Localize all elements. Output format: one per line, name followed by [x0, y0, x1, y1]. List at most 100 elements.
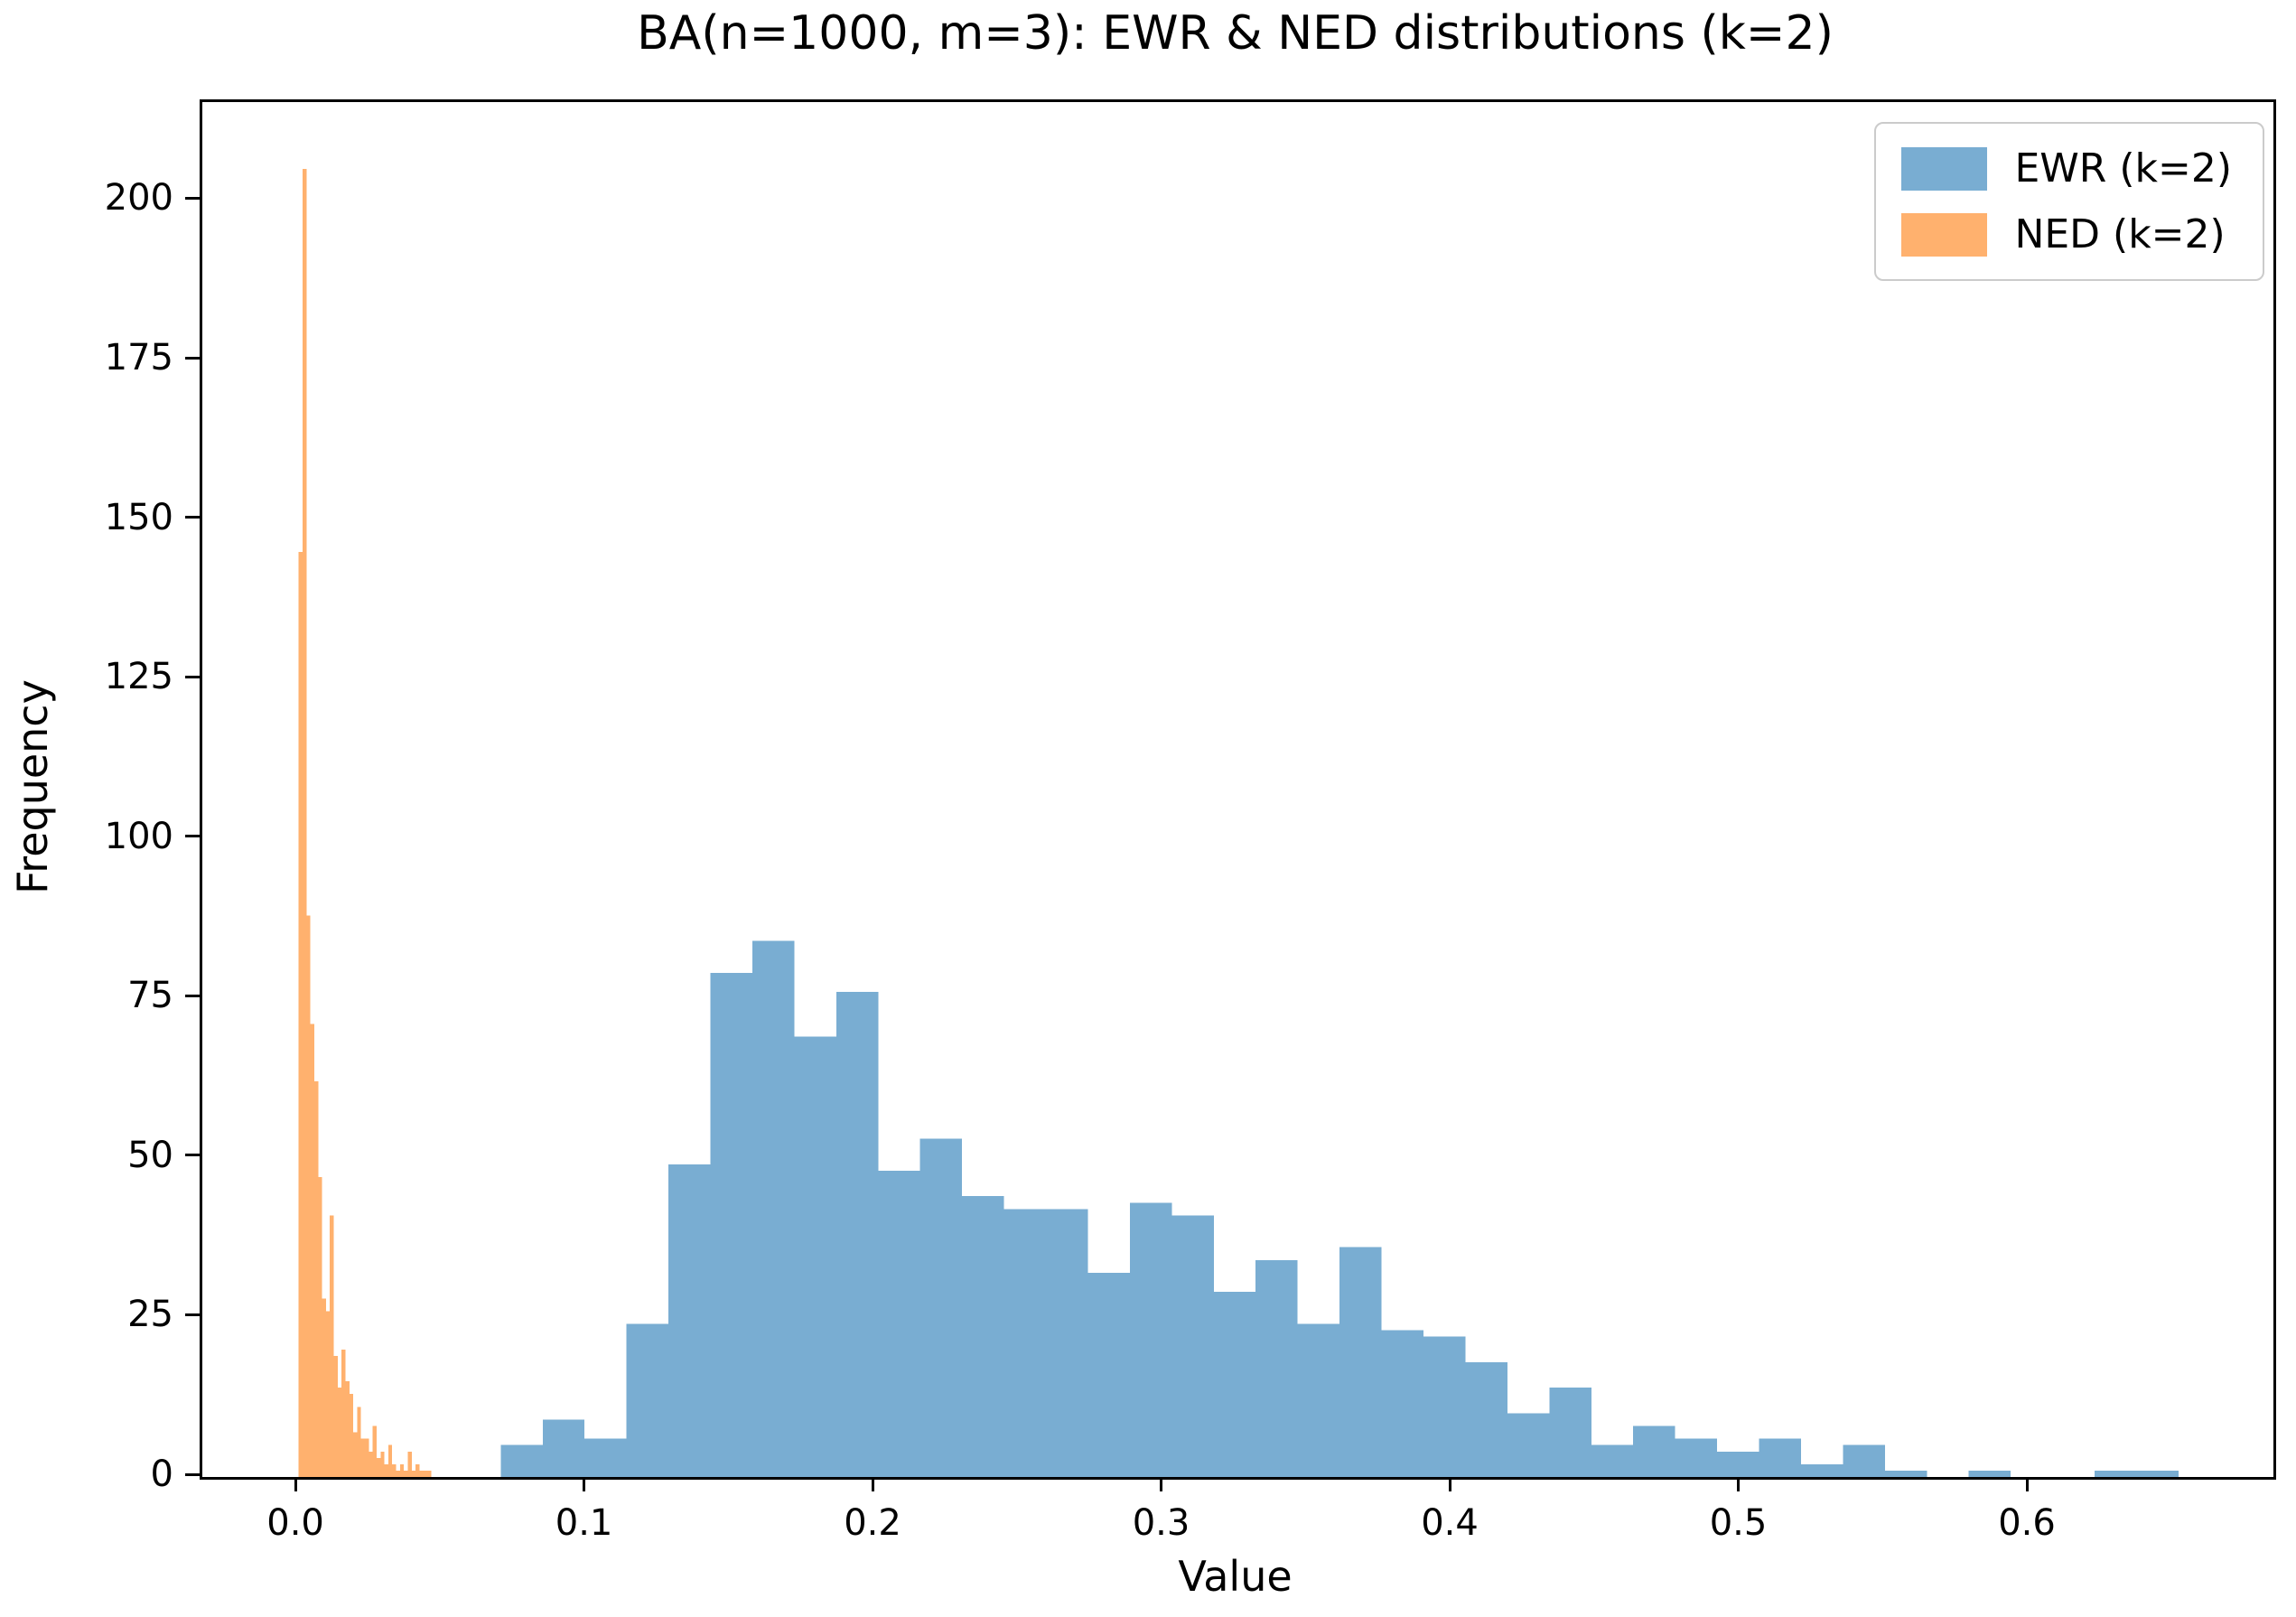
y-tick-label: 50 [127, 1134, 173, 1176]
histogram-bar [1759, 1438, 1801, 1477]
y-tick-label: 75 [127, 975, 173, 1017]
histogram-bar [1465, 1361, 1507, 1477]
histogram-bar [1423, 1336, 1466, 1477]
histogram-bar [751, 940, 795, 1477]
histogram-bar [325, 1311, 331, 1477]
histogram-bar [353, 1432, 358, 1477]
histogram-bar [835, 992, 879, 1477]
histogram-bar [415, 1463, 420, 1477]
histogram-bar [407, 1451, 412, 1477]
ned-color-swatch [1901, 212, 1988, 257]
x-tick-mark [1737, 1477, 1741, 1491]
histogram-bar [419, 1470, 424, 1477]
histogram-bar [365, 1438, 369, 1477]
histogram-bar [919, 1138, 963, 1477]
x-axis-label: Value [1178, 1552, 1293, 1601]
histogram-bar [710, 973, 752, 1477]
histogram-bar [1843, 1444, 1885, 1477]
histogram-bar [396, 1470, 400, 1477]
histogram-bar [1297, 1323, 1340, 1477]
histogram-bar [1381, 1330, 1423, 1477]
histogram-bar [369, 1451, 373, 1477]
histogram-bar [360, 1438, 366, 1477]
histogram-bar [380, 1451, 385, 1477]
histogram-bar [349, 1394, 354, 1477]
histogram-bar [345, 1381, 350, 1477]
x-tick-label: 0.6 [1998, 1502, 2056, 1544]
histogram-bar [1633, 1425, 1675, 1477]
histogram-bar [584, 1438, 627, 1477]
y-axis-label: Frequency [8, 679, 57, 894]
histogram-bar [1507, 1413, 1550, 1477]
histogram-bar [500, 1444, 543, 1477]
y-tick-label: 0 [150, 1453, 173, 1495]
histogram-bar [392, 1463, 397, 1477]
histogram-bar [1591, 1444, 1634, 1477]
histogram-bar [1800, 1463, 1843, 1477]
x-tick-mark [583, 1477, 586, 1491]
histogram-bar [341, 1349, 346, 1477]
y-tick-mark [185, 516, 200, 519]
histogram-bar [310, 1023, 314, 1477]
legend-label-ned: NED (k=2) [2014, 211, 2226, 257]
y-tick-label: 25 [127, 1294, 173, 1336]
histogram-bar [1675, 1438, 1718, 1477]
legend-item-ned: NED (k=2) [1901, 211, 2232, 257]
histogram-bar [1549, 1388, 1591, 1477]
histogram-bar [387, 1444, 393, 1477]
series-ned [298, 169, 432, 1477]
y-tick-mark [185, 1154, 200, 1157]
histogram-bar [306, 915, 311, 1477]
x-tick-mark [294, 1477, 297, 1491]
legend-label-ewr: EWR (k=2) [2014, 145, 2232, 192]
y-tick-label: 125 [104, 656, 173, 698]
y-tick-mark [185, 356, 200, 360]
y-tick-label: 150 [104, 496, 173, 538]
x-tick-mark [871, 1477, 874, 1491]
histogram-bar [303, 169, 307, 1477]
histogram-bar [1884, 1470, 1927, 1477]
histogram-bar [384, 1463, 388, 1477]
histogram-bar [357, 1407, 361, 1477]
histogram-bar [318, 1177, 322, 1477]
histogram-bar [411, 1470, 416, 1477]
x-tick-mark [2025, 1477, 2029, 1491]
histogram-bar [372, 1425, 377, 1477]
x-tick-label: 0.5 [1709, 1502, 1768, 1544]
histogram-bar [330, 1215, 334, 1477]
y-tick-mark [185, 835, 200, 838]
histogram-bar [2136, 1470, 2179, 1477]
x-tick-label: 0.4 [1421, 1502, 1479, 1544]
histogram-bar [1213, 1292, 1256, 1477]
histogram-bar [423, 1470, 428, 1477]
histogram-bar [1046, 1209, 1088, 1477]
y-tick-mark [185, 196, 200, 200]
legend: EWR (k=2) NED (k=2) [1874, 122, 2264, 281]
series-ewr [500, 940, 2179, 1477]
y-tick-label: 175 [104, 337, 173, 379]
histogram-bar [399, 1463, 405, 1477]
y-tick-label: 200 [104, 177, 173, 220]
x-tick-label: 0.1 [555, 1502, 613, 1544]
histogram-bar [333, 1355, 338, 1477]
histogram-bar [1129, 1202, 1172, 1477]
y-tick-mark [185, 1472, 200, 1476]
histogram-bar [794, 1036, 836, 1477]
histogram-bar [1717, 1451, 1759, 1477]
y-tick-mark [185, 1313, 200, 1316]
histogram-bar [1087, 1273, 1130, 1477]
y-tick-mark [185, 675, 200, 678]
histogram-bar [404, 1470, 408, 1477]
histogram-bar [962, 1196, 1004, 1477]
y-tick-mark [185, 994, 200, 997]
plot-area: EWR (k=2) NED (k=2) [200, 99, 2276, 1480]
histogram-bar [668, 1164, 711, 1477]
histogram-bar [322, 1298, 326, 1477]
chart-title: BA(n=1000, m=3): EWR & NED distributions… [637, 6, 1834, 61]
histogram-bar [298, 551, 303, 1477]
x-tick-mark [1448, 1477, 1451, 1491]
x-tick-mark [1160, 1477, 1163, 1491]
histogram-bar [427, 1470, 432, 1477]
histogram-bar [1255, 1259, 1298, 1477]
